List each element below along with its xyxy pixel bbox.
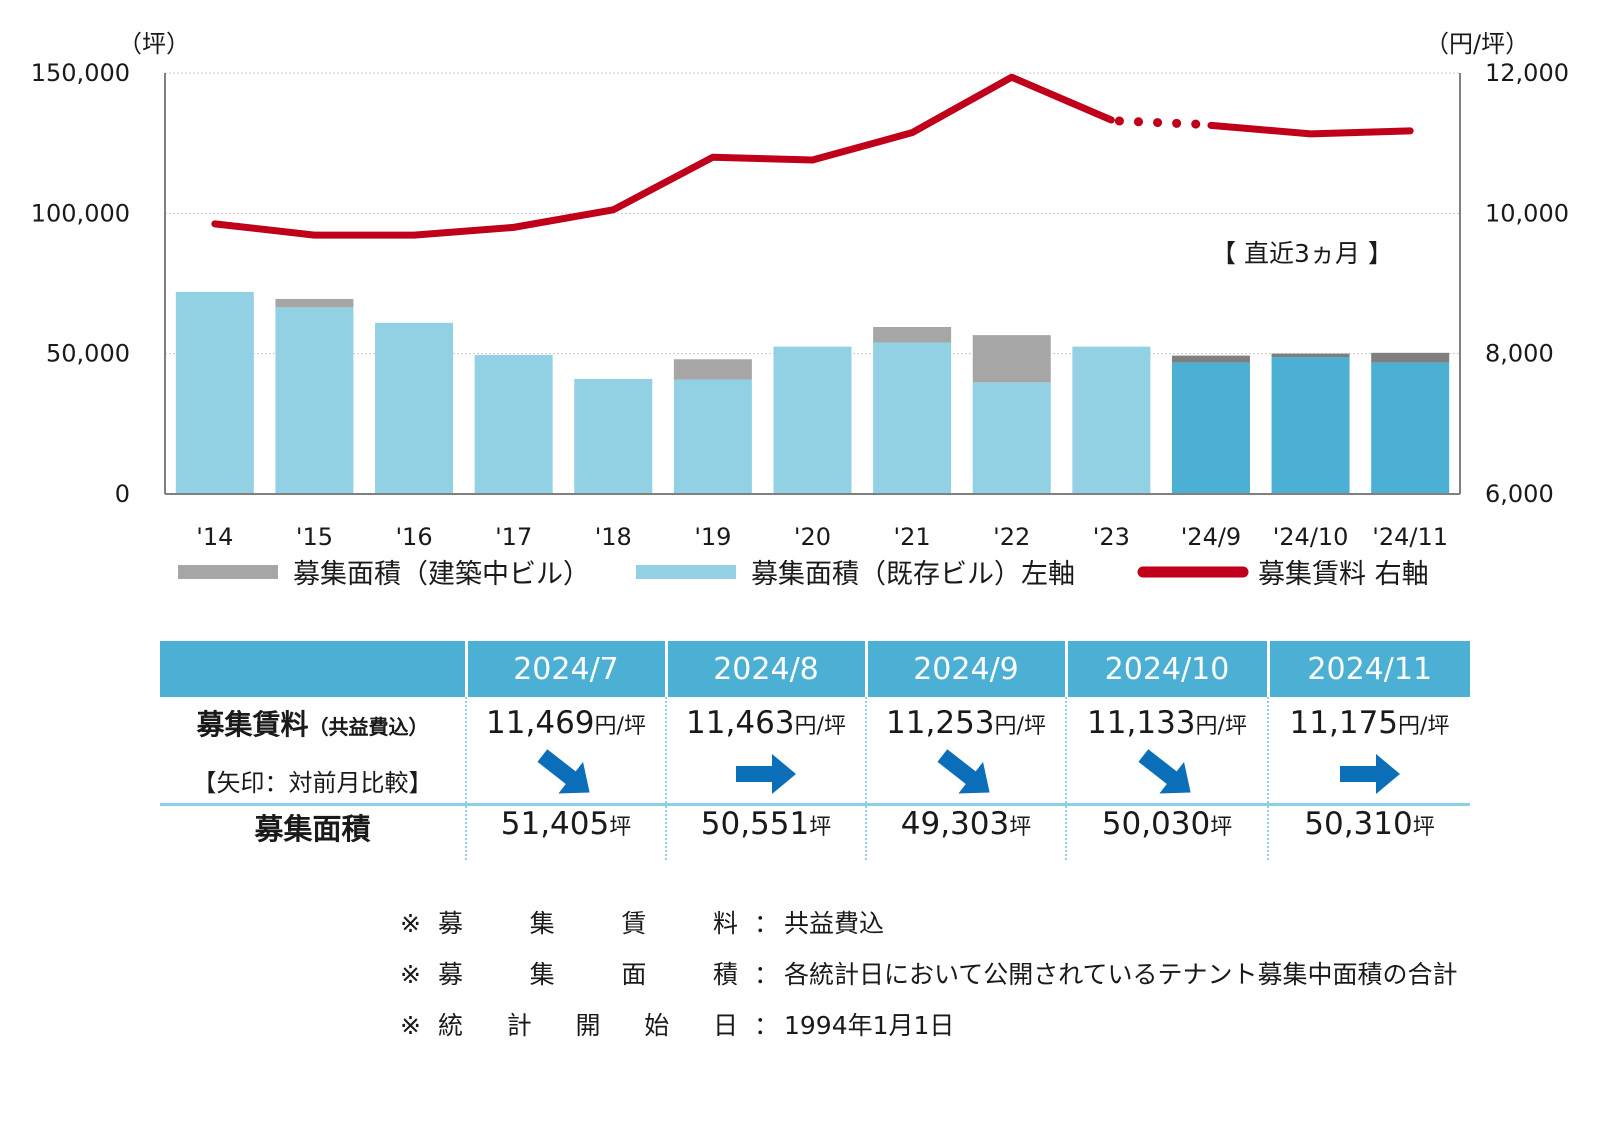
x-tick-label: '21: [894, 523, 931, 551]
x-tick-label: '18: [595, 523, 632, 551]
arrow-legend-label: 【矢印：対前月比較】: [192, 769, 433, 797]
bar-existing: [175, 291, 254, 494]
legend-swatch-existing: [636, 565, 736, 579]
note-text: 共益費込: [784, 909, 885, 938]
bar-existing: [673, 379, 752, 494]
arrow-icon: [537, 749, 590, 794]
bar-construction: [873, 327, 952, 343]
left-tick-label: 150,000: [31, 59, 130, 87]
bar-construction: [1171, 355, 1250, 363]
chart-area: 0 50,000 100,000 150,000 6,000 8,000 10,000 12,…: [31, 30, 1569, 590]
x-tick-label: '24/10: [1273, 523, 1349, 551]
area-cell: 49,303坪: [866, 804, 1067, 860]
note-text: 各統計日において公開されているテナント募集中面積の合計: [784, 960, 1458, 989]
bar-construction: [972, 335, 1051, 383]
note-mark: ※: [400, 909, 421, 938]
arrow-icon: [937, 749, 990, 794]
x-tick-label: '22: [993, 523, 1030, 551]
note-separator: ：: [754, 909, 780, 938]
area-cell: 51,405坪: [466, 804, 667, 860]
bar-construction: [1371, 352, 1450, 363]
note-label: 統計開始日: [438, 1011, 738, 1040]
recent-annotation: 【 直近3ヵ月 】: [1211, 239, 1393, 268]
month-header: 2024/7: [466, 641, 668, 697]
x-tick-label: '24/9: [1181, 523, 1242, 551]
right-tick-label: 8,000: [1485, 340, 1554, 368]
left-tick-label: 0: [115, 480, 130, 508]
legend-label-rent: 募集賃料 右軸: [1258, 559, 1429, 590]
note-mark: ※: [400, 960, 421, 989]
right-tick-label: 10,000: [1485, 199, 1569, 227]
rent-row: 募集賃料（共益費込） 【矢印：対前月比較】 11,469円/坪 11,463円/…: [160, 697, 1470, 806]
bar-construction: [1271, 353, 1350, 358]
arrow-icon: [1339, 754, 1400, 794]
rent-cell: 11,175円/坪: [1268, 697, 1470, 806]
arrow-icon: [736, 754, 796, 794]
left-tick-label: 100,000: [31, 199, 130, 227]
month-header: 2024/11: [1268, 641, 1470, 697]
rent-cell: 11,463円/坪: [666, 697, 867, 806]
note-text: 1994年1月1日: [784, 1011, 955, 1040]
left-axis-unit: （坪）: [118, 30, 190, 58]
rent-cell: 11,469円/坪: [466, 697, 667, 806]
note-label: 募集面積: [438, 960, 738, 989]
right-tick-label: 6,000: [1485, 480, 1554, 508]
rent-cell: 11,133円/坪: [1066, 697, 1269, 806]
rent-label: 募集賃料（共益費込）: [196, 708, 429, 741]
legend-label-construction: 募集面積（建築中ビル）: [293, 559, 590, 590]
table-header-row: 2024/7 2024/8 2024/9 2024/10 2024/11: [160, 641, 1470, 697]
x-tick-label: '20: [794, 523, 831, 551]
left-tick-label: 50,000: [46, 340, 130, 368]
note-separator: ：: [754, 1011, 780, 1040]
footnote-row: ※ 募集賃料 ：共益費込: [400, 898, 1458, 949]
x-tick-label: '15: [296, 523, 333, 551]
x-tick-label: '24/11: [1372, 523, 1448, 551]
table-corner-cell: [160, 641, 468, 697]
arrow-icon: [1138, 749, 1191, 794]
bar-existing: [474, 355, 553, 494]
area-row-header: 募集面積: [160, 804, 467, 860]
right-axis-unit: （円/坪）: [1425, 30, 1529, 58]
month-header: 2024/9: [866, 641, 1068, 697]
bar-existing: [375, 322, 454, 494]
note-mark: ※: [400, 1011, 421, 1040]
x-tick-label: '16: [395, 523, 432, 551]
x-tick-label: '17: [495, 523, 532, 551]
bar-existing: [972, 382, 1051, 494]
bar-existing: [773, 346, 852, 494]
bar-existing: [1171, 362, 1250, 494]
bar-existing: [275, 307, 354, 494]
note-label: 募集賃料: [438, 909, 738, 938]
area-row: 募集面積 51,405坪 50,551坪 49,303坪 50,030坪 50,…: [160, 804, 1470, 860]
note-separator: ：: [754, 960, 780, 989]
legend-swatch-construction: [178, 565, 278, 579]
footnote-row: ※ 募集面積 ：各統計日において公開されているテナント募集中面積の合計: [400, 949, 1458, 1000]
bar-existing: [574, 378, 653, 494]
area-cell: 50,030坪: [1066, 804, 1269, 860]
summary-table: 2024/7 2024/8 2024/9 2024/10 2024/11 募集賃…: [160, 641, 1470, 860]
bar-construction: [673, 359, 752, 380]
rent-cell: 11,253円/坪: [866, 697, 1067, 806]
bar-existing: [1371, 362, 1450, 494]
bar-existing: [1271, 357, 1350, 494]
legend-label-existing: 募集面積（既存ビル）左軸: [751, 559, 1075, 590]
x-tick-label: '19: [694, 523, 731, 551]
rent-line-gap: [1114, 116, 1208, 129]
bar-construction: [275, 298, 354, 308]
right-tick-label: 12,000: [1485, 59, 1569, 87]
x-tick-label: '23: [1093, 523, 1130, 551]
rent-row-header: 募集賃料（共益費込） 【矢印：対前月比較】: [160, 697, 467, 806]
rent-line-recent: [1207, 121, 1414, 138]
bar-existing: [1072, 346, 1151, 494]
rent-line-historical: [211, 73, 1115, 239]
area-cell: 50,310坪: [1304, 806, 1435, 842]
bar-existing: [873, 342, 952, 494]
footnote-row: ※ 統計開始日 ： 1994年1月1日: [400, 1000, 1458, 1051]
month-header: 2024/10: [1066, 641, 1270, 697]
month-header: 2024/8: [666, 641, 868, 697]
area-cell: 50,551坪: [666, 804, 867, 860]
footnotes: ※ 募集賃料：共益費込 ※ 募集面積：各統計日において公開されているテナント募集中面積…: [400, 898, 1458, 1051]
x-tick-label: '14: [196, 523, 233, 551]
